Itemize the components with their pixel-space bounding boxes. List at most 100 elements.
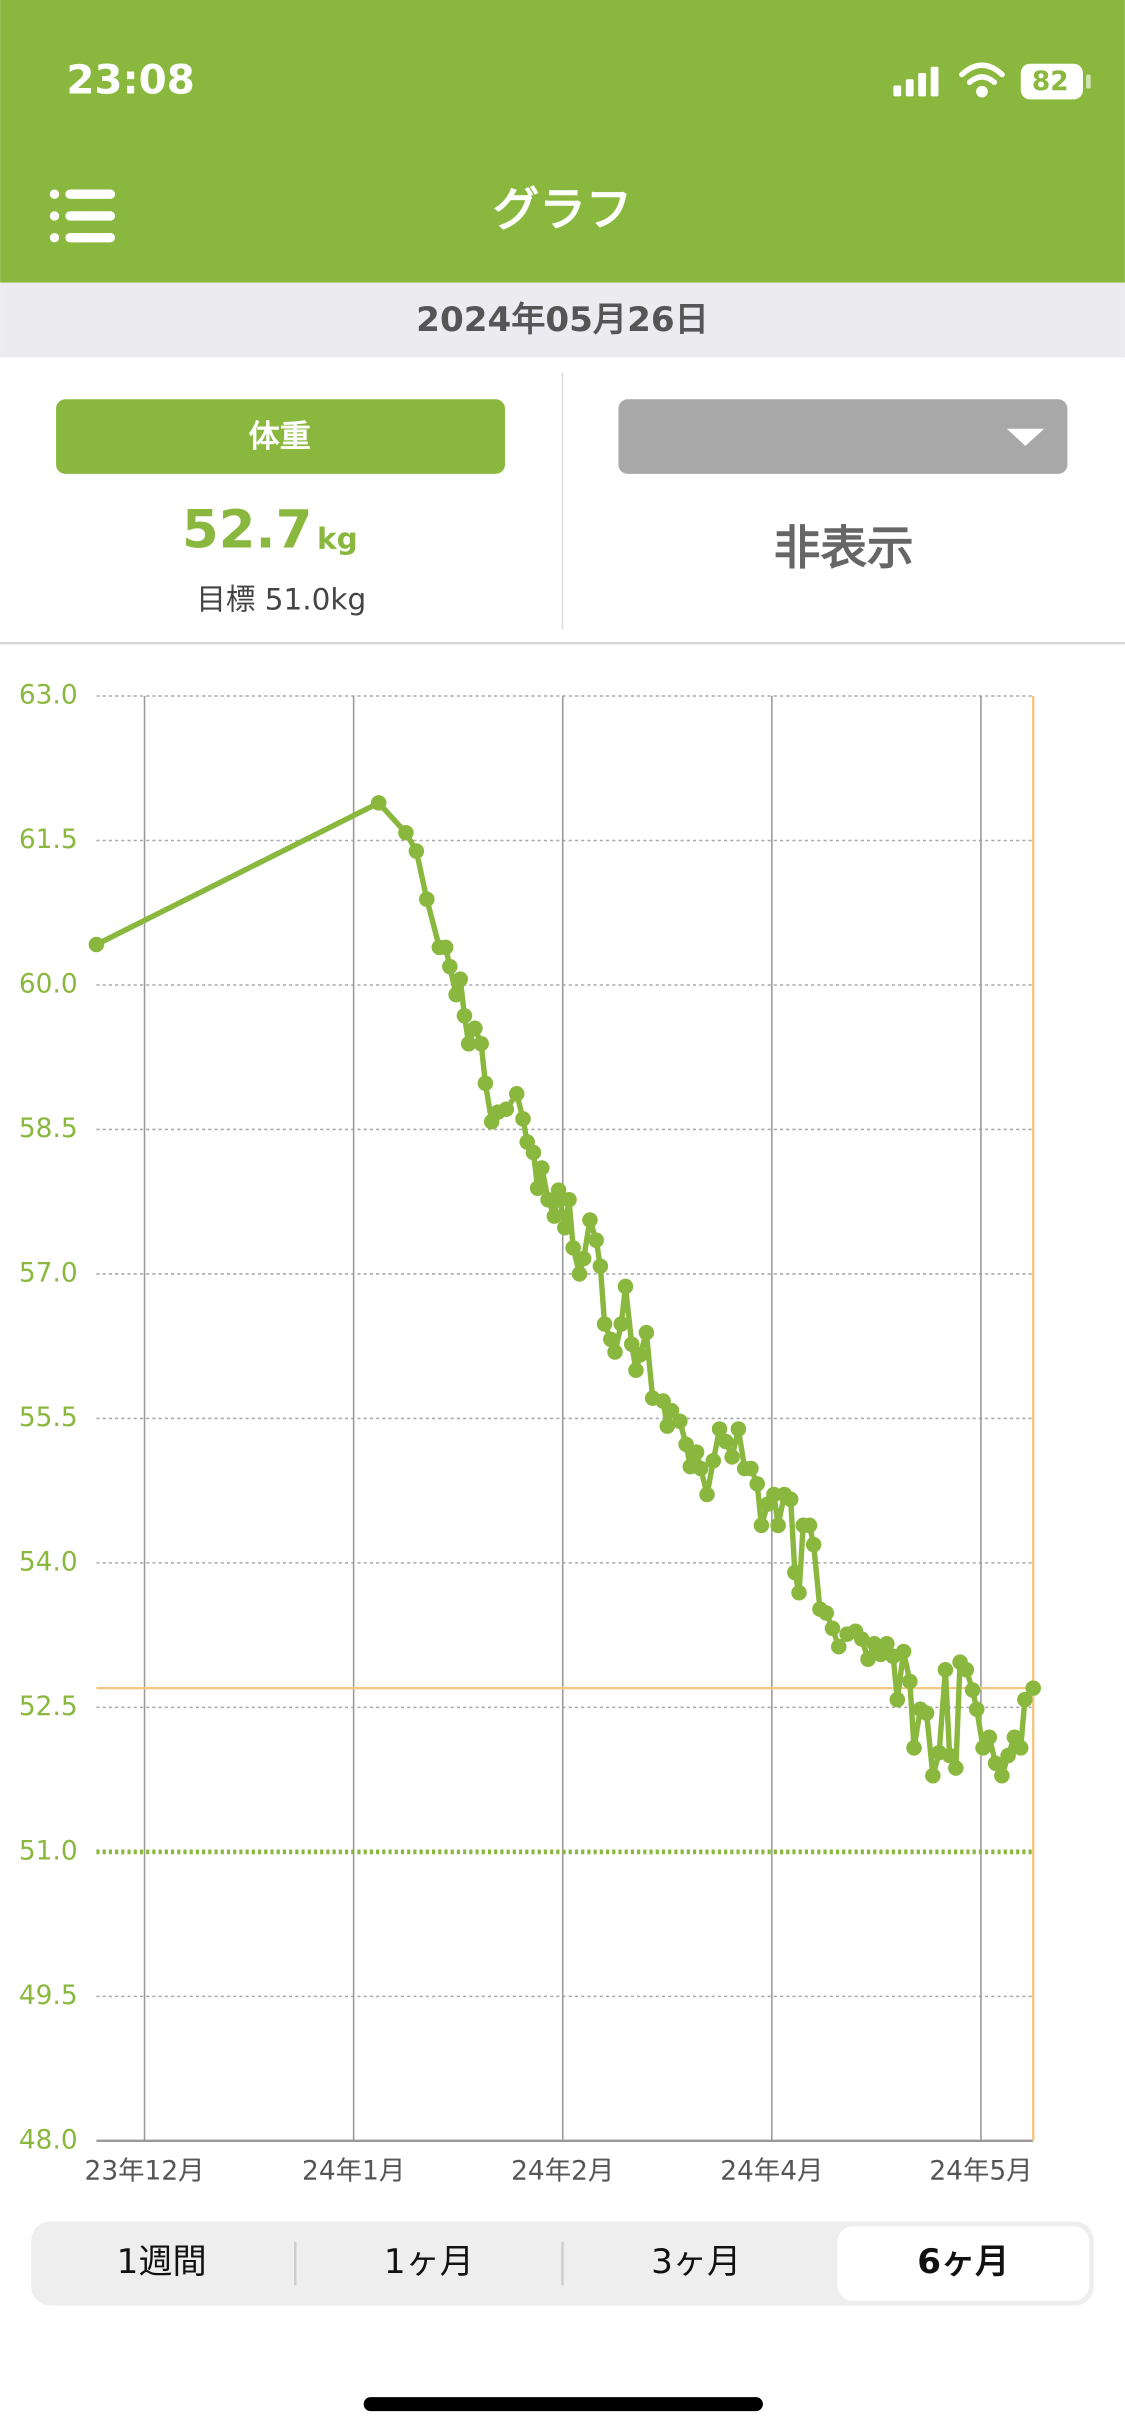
data-point <box>592 1258 609 1274</box>
data-point <box>749 1476 765 1492</box>
data-point <box>853 1631 870 1647</box>
period-tab[interactable]: 6ヶ月 <box>917 2242 1009 2282</box>
weight-unit: kg <box>317 522 358 556</box>
data-point <box>617 1278 634 1295</box>
data-point <box>456 1008 473 1024</box>
data-point <box>419 891 435 908</box>
data-point <box>948 1760 964 1776</box>
data-point <box>964 1682 981 1698</box>
period-tab[interactable]: 1週間 <box>117 2242 207 2282</box>
data-point <box>692 1460 709 1477</box>
metric-button-label: 体重 <box>249 419 311 455</box>
data-point <box>525 1144 542 1161</box>
data-point <box>448 986 464 1003</box>
data-point <box>607 1344 623 1360</box>
y-tick-label: 52.5 <box>19 1691 78 1722</box>
x-tick-label: 24年4月 <box>720 2155 823 2186</box>
data-point <box>688 1444 705 1460</box>
data-point <box>540 1191 556 1208</box>
data-point <box>770 1517 786 1534</box>
weight-chart: 48.0 49.5 51.0 52.5 54.0 55.5 57.0 58.5 60.0 61.5… <box>19 680 1041 2186</box>
data-point <box>969 1701 985 1718</box>
date-bar <box>0 282 1125 358</box>
data-point <box>1025 1680 1041 1696</box>
data-point <box>582 1212 598 1228</box>
y-tick-label: 54.0 <box>19 1546 78 1577</box>
data-point <box>1017 1691 1033 1708</box>
data-point <box>561 1191 577 1208</box>
data-point <box>571 1266 588 1282</box>
data-point <box>467 1020 483 1037</box>
data-point <box>628 1362 644 1379</box>
data-point <box>370 795 387 811</box>
data-point <box>452 971 469 987</box>
data-point <box>632 1347 648 1363</box>
data-point <box>498 1101 515 1117</box>
period-tabs: 1週間 1ヶ月 3ヶ月 6ヶ月 <box>117 2226 1090 2301</box>
data-point <box>981 1729 998 1746</box>
metric-button[interactable] <box>56 399 506 474</box>
home-indicator <box>363 2397 763 2412</box>
period-tab[interactable]: 1ヶ月 <box>384 2242 474 2282</box>
data-point <box>805 1536 822 1553</box>
data-point <box>711 1421 728 1437</box>
data-point <box>638 1324 655 1341</box>
data-point <box>824 1620 841 1637</box>
y-tick-label: 55.5 <box>19 1402 78 1433</box>
date: 2024年05月26日 <box>416 300 709 340</box>
data-point <box>460 1035 477 1052</box>
data-point <box>575 1250 592 1267</box>
data-point <box>699 1486 715 1503</box>
data-point <box>889 1691 906 1708</box>
data-point <box>442 958 458 975</box>
x-tick-label: 24年2月 <box>511 2155 614 2186</box>
data-point <box>623 1336 640 1353</box>
wifi-icon <box>959 62 1005 98</box>
battery-level: 82 <box>1032 66 1069 97</box>
data-point <box>534 1160 550 1176</box>
data-point <box>613 1316 630 1332</box>
secondary-dropdown[interactable] <box>618 399 1068 474</box>
selected-tab-bg <box>837 2226 1090 2301</box>
data-point <box>791 1584 807 1601</box>
y-tick-label: 49.5 <box>19 1980 78 2011</box>
data-point <box>753 1517 770 1534</box>
data-point <box>818 1605 834 1621</box>
x-tick-label: 23年12月 <box>85 2155 205 2186</box>
data-point <box>672 1413 688 1430</box>
y-tick-label: 51.0 <box>19 1835 78 1866</box>
data-point <box>860 1651 876 1667</box>
battery-tip <box>1086 74 1091 89</box>
data-point <box>515 1111 531 1127</box>
data-point <box>830 1638 847 1655</box>
y-tick-label: 61.5 <box>19 824 78 855</box>
data-point <box>508 1086 525 1102</box>
data-point <box>565 1240 581 1256</box>
data-point <box>557 1219 573 1236</box>
dropdown-arrow <box>1006 428 1045 446</box>
menu-button[interactable] <box>49 189 116 243</box>
data-point <box>398 825 414 841</box>
data-point <box>918 1705 935 1721</box>
data-point <box>941 1747 958 1764</box>
data-point <box>925 1767 941 1784</box>
data-point <box>902 1673 918 1690</box>
current-weight: 52.7 <box>182 500 312 561</box>
header-title: グラフ <box>493 182 633 236</box>
data-point <box>730 1421 747 1437</box>
y-tick-label: 48.0 <box>19 2124 78 2155</box>
data-point <box>663 1402 680 1419</box>
data-point <box>987 1755 1004 1772</box>
x-tick-label: 24年1月 <box>302 2155 405 2186</box>
data-point <box>743 1460 759 1477</box>
status-time: 23:08 <box>66 56 195 103</box>
data-point <box>408 843 425 859</box>
data-point <box>879 1636 895 1652</box>
data-point <box>937 1662 954 1678</box>
data-point <box>718 1433 734 1450</box>
data-point <box>477 1075 494 1091</box>
data-point <box>588 1232 604 1248</box>
period-tab[interactable]: 3ヶ月 <box>651 2242 741 2282</box>
y-tick-label: 57.0 <box>19 1257 78 1288</box>
